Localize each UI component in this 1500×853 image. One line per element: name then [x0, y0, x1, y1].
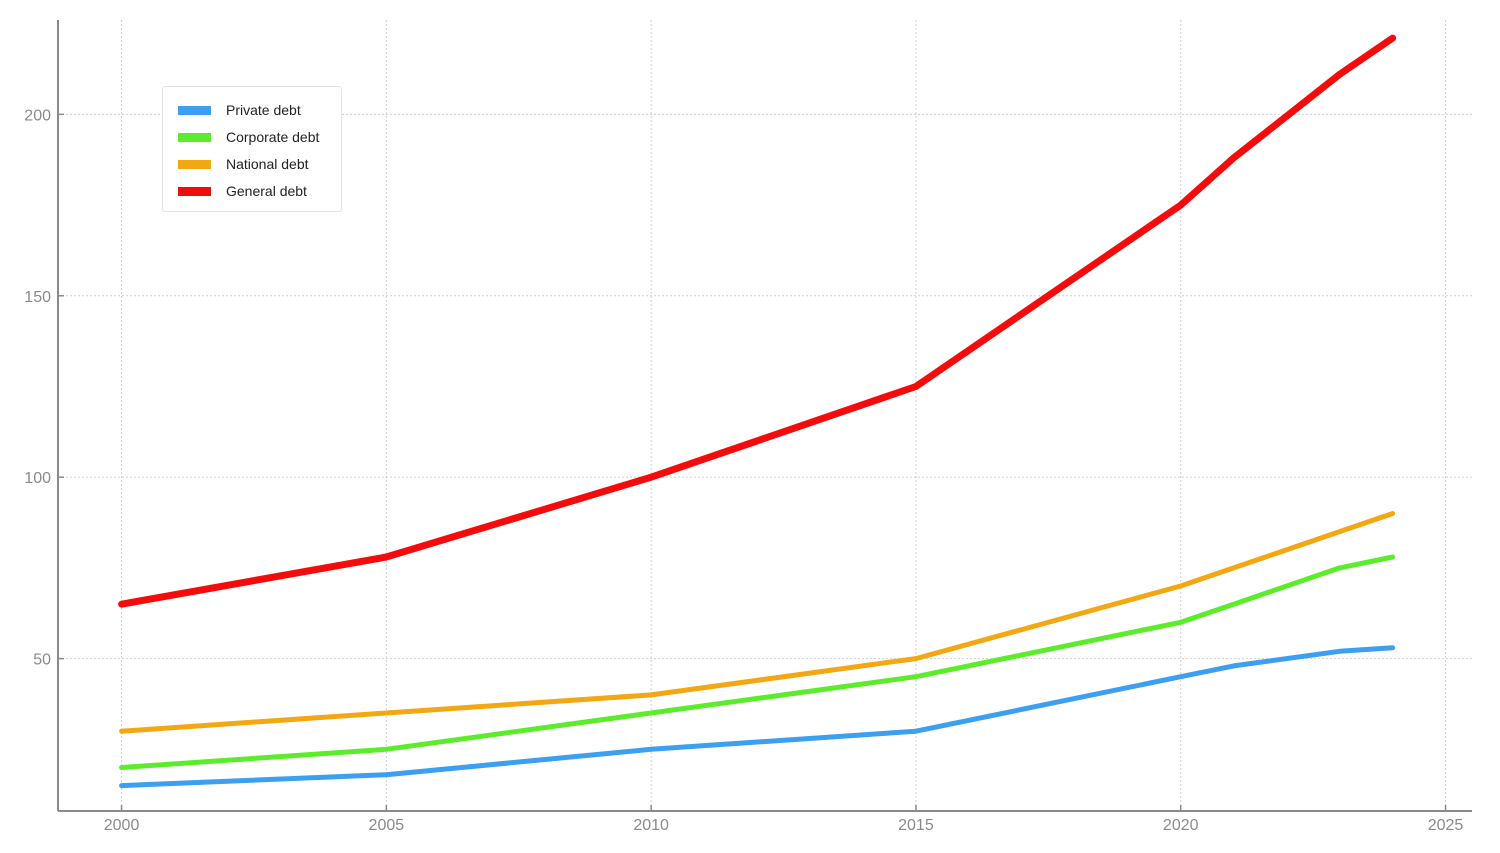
- legend-swatch-general-debt: [178, 186, 211, 196]
- legend-swatch-national-debt: [178, 159, 211, 169]
- legend-label-national-debt: National debt: [226, 156, 309, 172]
- legend-item-general-debt: General debt: [178, 181, 307, 201]
- legend-item-private-debt: Private debt: [178, 100, 301, 120]
- legend-swatch-private-debt: [178, 105, 211, 115]
- y-tick-label-200: 200: [24, 107, 51, 124]
- y-tick-label-50: 50: [33, 652, 51, 669]
- series-line-general-debt: [118, 34, 1397, 608]
- legend-item-national-debt: National debt: [178, 154, 309, 174]
- x-tick-label-2005: 2005: [369, 817, 405, 834]
- series-line-national-debt: [119, 511, 1396, 734]
- x-tick-label-2020: 2020: [1163, 817, 1199, 834]
- x-tick-label-2015: 2015: [898, 817, 934, 834]
- y-tick-label-100: 100: [24, 470, 51, 487]
- x-tick-label-2025: 2025: [1428, 817, 1464, 834]
- x-tick-label-2010: 2010: [633, 817, 669, 834]
- y-tick-label-150: 150: [24, 289, 51, 306]
- legend-swatch-corporate-debt: [178, 132, 211, 142]
- legend-label-private-debt: Private debt: [226, 102, 301, 118]
- legend-label-corporate-debt: Corporate debt: [226, 129, 320, 145]
- legend-label-general-debt: General debt: [226, 183, 307, 199]
- series-line-private-debt: [119, 645, 1396, 789]
- series-line-corporate-debt: [119, 554, 1396, 770]
- legend-item-corporate-debt: Corporate debt: [178, 127, 319, 147]
- x-tick-label-2000: 2000: [104, 817, 140, 834]
- legend: Private debt Corporate debt National deb…: [162, 86, 342, 212]
